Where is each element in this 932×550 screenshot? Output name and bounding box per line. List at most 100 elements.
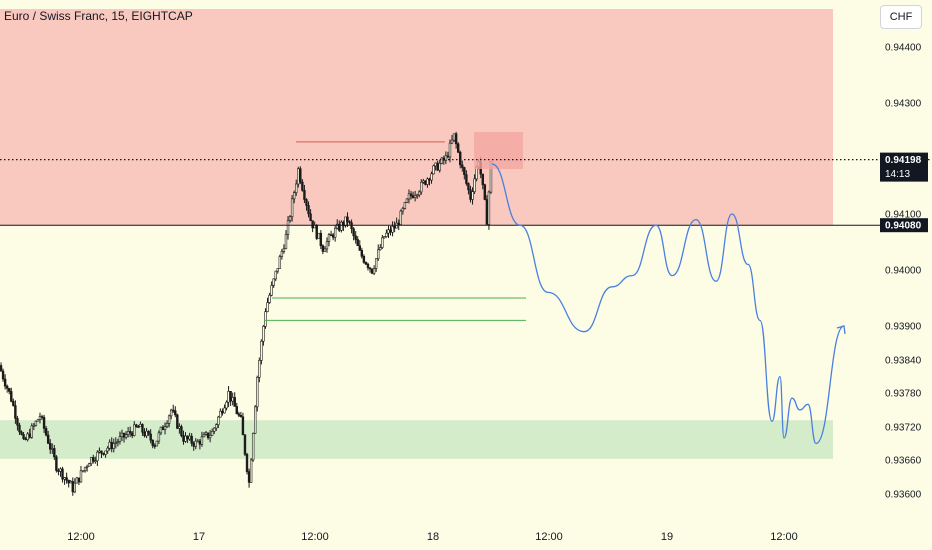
candle-body <box>292 192 296 200</box>
candle-body <box>254 406 257 434</box>
candle-body <box>169 409 173 417</box>
candle-body <box>190 435 193 444</box>
candle-body <box>358 245 361 251</box>
candle-body <box>38 416 42 421</box>
candle-body <box>426 178 429 185</box>
candle-body <box>73 482 77 493</box>
candle-body <box>126 431 130 436</box>
candle-body <box>200 436 204 445</box>
candle-body <box>108 441 111 449</box>
candle-body <box>270 285 273 296</box>
countdown-label: 14:13 <box>885 169 910 180</box>
candle-body <box>467 183 470 191</box>
candle-body <box>151 439 154 446</box>
candle-body <box>65 477 68 481</box>
candle-body <box>454 133 458 145</box>
candle-body <box>305 199 308 206</box>
price-tick-label: 0.93840 <box>885 356 922 367</box>
candle-body <box>186 435 189 440</box>
candle-body <box>418 191 421 196</box>
candle-body <box>485 199 489 225</box>
candle-body <box>235 406 238 415</box>
candle-body <box>383 236 386 239</box>
price-tick-label: 0.93600 <box>885 490 922 501</box>
candle-body <box>319 232 323 246</box>
time-tick-label: 12:00 <box>535 531 563 543</box>
currency-button[interactable]: CHF <box>880 5 922 29</box>
candle-body <box>219 410 222 418</box>
candle-body <box>135 424 138 427</box>
price-tick-label: 0.94100 <box>885 210 922 221</box>
candle-body <box>28 433 31 438</box>
candle-body <box>237 413 241 416</box>
candle-body <box>204 432 208 435</box>
candle-body <box>118 436 122 442</box>
lines-layer <box>0 132 932 321</box>
supply-zone <box>0 9 833 226</box>
candle-body <box>459 151 462 166</box>
candle-body <box>379 247 382 251</box>
candle-body <box>325 241 329 250</box>
candle-body <box>180 426 183 436</box>
candle-body <box>344 216 347 227</box>
candle-body <box>368 267 372 270</box>
candle-body <box>303 190 306 200</box>
candle-body <box>184 435 187 442</box>
candle-body <box>264 311 267 327</box>
candle-body <box>77 477 81 483</box>
candle-body <box>393 226 396 229</box>
candle-body <box>360 250 364 257</box>
candle-body <box>354 235 357 240</box>
candle-body <box>75 477 79 484</box>
candle-body <box>352 228 355 237</box>
candle-body <box>321 245 325 252</box>
candle-body <box>178 426 181 429</box>
candle-body <box>20 431 23 435</box>
candle-body <box>225 401 228 409</box>
entry-box <box>474 132 523 169</box>
candle-body <box>251 432 255 461</box>
candle-body <box>241 416 245 436</box>
candle-body <box>465 174 468 184</box>
candle-body <box>137 426 140 428</box>
candle-body <box>8 388 11 392</box>
candle-body <box>131 432 134 436</box>
candle-body <box>206 432 210 439</box>
candle-body <box>10 391 13 402</box>
price-axis[interactable]: 0.94400 0.94300 0.94100 0.94000 0.93900 0.938… <box>885 43 922 501</box>
candle-body <box>307 205 310 215</box>
candle-body <box>401 208 405 212</box>
candle-body <box>415 194 419 197</box>
candle-body <box>397 222 400 225</box>
candle-body <box>110 441 113 449</box>
candle-body <box>172 409 175 412</box>
candle-body <box>163 426 167 431</box>
candle-body <box>411 195 415 198</box>
candle-body <box>399 210 402 225</box>
horizontal-line-label: 0.94080 <box>885 221 922 232</box>
candles-layer <box>0 131 493 496</box>
candle-body <box>272 278 275 286</box>
candle-body <box>174 410 177 416</box>
demand-zone <box>0 420 833 459</box>
candle-body <box>18 424 21 433</box>
candle-body <box>440 157 443 164</box>
candle-body <box>299 168 302 183</box>
time-tick-label: 18 <box>427 531 439 543</box>
candle-body <box>198 440 202 445</box>
candle-body <box>340 221 343 231</box>
candle-body <box>327 234 331 242</box>
time-axis[interactable]: 12:00 17 12:00 18 12:00 19 12:00 <box>67 531 798 543</box>
candle-body <box>348 221 351 223</box>
candle-body <box>288 216 292 221</box>
candle-body <box>362 256 366 263</box>
candle-body <box>92 457 95 462</box>
price-tags: 0.94198 14:13 0.94080 <box>880 152 928 233</box>
candle-body <box>83 466 87 471</box>
candle-body <box>329 234 333 236</box>
candle-body <box>227 391 230 403</box>
candle-body <box>450 139 454 144</box>
candle-body <box>71 481 74 493</box>
